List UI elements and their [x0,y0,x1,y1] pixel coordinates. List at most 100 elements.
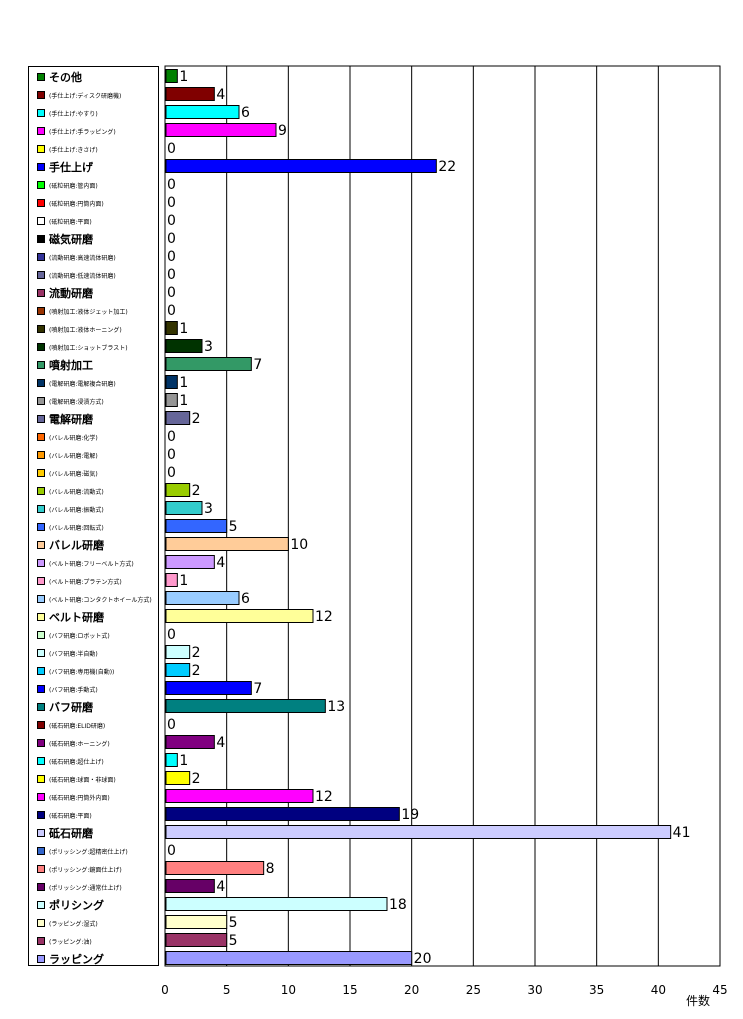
legend-item: (バレル研磨:化学) [37,430,98,444]
bar [165,663,191,677]
x-axis-label: 件数 [686,993,710,1008]
bar [165,375,178,389]
legend-item: (噴射加工:ショットブラスト) [37,340,128,354]
bar-value-label: 0 [167,843,176,859]
legend-item: (流動研磨:高速流体研磨) [37,250,116,264]
legend-swatch [37,937,45,945]
legend-swatch [37,199,45,207]
bar-value-label: 6 [241,591,250,607]
legend-label: (バフ研磨:ロボット式) [49,632,110,640]
bar [165,87,215,101]
bar-value-label: 0 [167,177,176,193]
x-tick-label: 0 [161,983,169,997]
legend-swatch [37,685,45,693]
legend-swatch [37,775,45,783]
legend-label: (噴射加工:液体ジェット加工) [49,308,128,316]
legend-item: (ポリッシング:超精密仕上げ) [37,844,128,858]
legend-label: (砥粒研磨:円筒内面) [49,200,104,208]
legend-item: (ベルト研磨:コンタクトホイール方式) [37,592,152,606]
legend-item: (手仕上げ:手ラッピング) [37,124,116,138]
legend-item: (砥粒研磨:円筒内面) [37,196,104,210]
legend-item: (砥石研磨:平面) [37,808,92,822]
bar [165,861,265,875]
legend-item: (ベルト研磨:フリーベルト方式) [37,556,134,570]
legend-label: (砥石研磨:超仕上げ) [49,758,104,766]
legend-item: (バレル研磨:回転式) [37,520,104,534]
bar-value-label: 5 [229,519,238,535]
legend-label: (ベルト研磨:プラテン方式) [49,578,122,586]
legend-label: (砥石研磨:円筒外内面) [49,794,110,802]
legend-swatch [37,541,45,549]
x-tick-label: 5 [223,983,231,997]
legend-item: (ベルト研磨:プラテン方式) [37,574,122,588]
legend-label: (砥石研磨:平面) [49,812,92,820]
legend-item: (手仕上げ:きさげ) [37,142,98,156]
legend-item: 流動研磨 [37,286,93,300]
bar-value-label: 0 [167,141,176,157]
legend-swatch [37,361,45,369]
legend-item: (砥石研磨:円筒外内面) [37,790,110,804]
legend-label: (ラッピング:湿式) [49,920,98,928]
bar [165,699,326,713]
legend-swatch [37,793,45,801]
legend-swatch [37,667,45,675]
bar-value-label: 1 [179,69,188,85]
legend-swatch [37,631,45,639]
bar [165,735,215,749]
bar-value-label: 0 [167,213,176,229]
legend-swatch [37,469,45,477]
bar-value-label: 7 [253,681,262,697]
bar [165,645,191,659]
legend-swatch [37,271,45,279]
legend-item: (ラッピング:湿式) [37,916,98,930]
legend-swatch [37,721,45,729]
legend-swatch [37,181,45,189]
legend-swatch [37,379,45,387]
legend-label: 噴射加工 [49,359,93,372]
legend-swatch [37,919,45,927]
bar-value-label: 20 [414,951,432,967]
legend-item: (砥石研磨:ELID研磨) [37,718,105,732]
legend-item: (バレル研磨:磁気) [37,466,98,480]
legend-swatch [37,163,45,171]
bar-value-label: 19 [401,807,419,823]
legend-label: (砥粒研磨:平面) [49,218,92,226]
bar [165,897,388,911]
legend-label: (砥粒研磨:管内面) [49,182,98,190]
legend-swatch [37,523,45,531]
bar-value-label: 2 [192,483,201,499]
legend-item: (砥石研磨:ホーニング) [37,736,110,750]
bar-value-label: 1 [179,321,188,337]
bar [165,393,178,407]
bar [165,591,240,605]
legend-item: (電解研磨:浸漬方式) [37,394,104,408]
legend-swatch [37,433,45,441]
legend-label: (電解研磨:電解複合研磨) [49,380,116,388]
legend-swatch [37,757,45,765]
bar [165,609,314,623]
bar-value-label: 0 [167,195,176,211]
bar-value-label: 9 [278,123,287,139]
legend-swatch [37,415,45,423]
bar-value-label: 6 [241,105,250,121]
legend-item: (砥石研磨:超仕上げ) [37,754,104,768]
legend-swatch [37,739,45,747]
x-tick-label: 35 [589,983,604,997]
legend-label: (電解研磨:浸漬方式) [49,398,104,406]
legend-item: (噴射加工:液体ホーニング) [37,322,122,336]
legend-item: (電解研磨:電解複合研磨) [37,376,116,390]
bar-value-label: 12 [315,609,333,625]
legend-label: バレル研磨 [49,539,104,552]
legend-item: (手仕上げ:ディスク研磨機) [37,88,121,102]
bar-value-label: 0 [167,717,176,733]
bar-value-label: 3 [204,501,213,517]
bar [165,321,178,335]
bar-value-label: 2 [192,663,201,679]
bar-value-label: 1 [179,753,188,769]
bar-value-label: 0 [167,303,176,319]
x-tick-label: 25 [466,983,481,997]
legend-item: (バレル研磨:流動式) [37,484,104,498]
legend-label: 電解研磨 [49,413,93,426]
x-tick-label: 15 [342,983,357,997]
